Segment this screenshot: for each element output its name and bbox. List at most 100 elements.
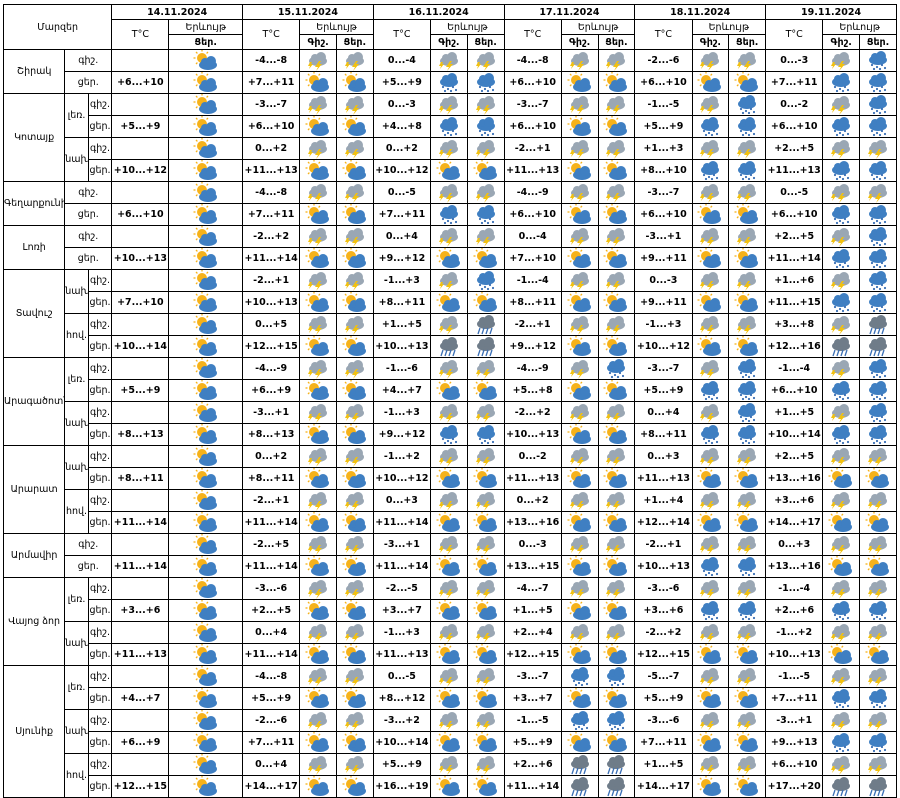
sun-cloud-icon <box>828 512 854 533</box>
time-of-day-label: գիշ. <box>87 137 113 160</box>
phenomenon-night-cell <box>822 269 861 292</box>
sun-cloud-icon <box>697 204 723 225</box>
cloud-snow-icon <box>734 161 760 181</box>
temperature-cell: +1...+4 <box>634 489 693 512</box>
sun-cloud-icon <box>193 116 219 137</box>
phenomenon-day-cell <box>168 621 244 644</box>
temperature-cell: +7...+11 <box>765 71 824 94</box>
phenomenon-day-cell <box>168 665 244 688</box>
cloud-rain-icon <box>603 755 629 775</box>
phenomenon-day-cell <box>728 357 767 380</box>
time-of-day-label: ցեր. <box>87 423 113 446</box>
phenomenon-day-cell <box>466 269 505 292</box>
phenomenon-day-cell <box>859 731 897 754</box>
temperature-cell: -3...-6 <box>242 577 301 600</box>
sun-cloud-icon <box>567 468 593 489</box>
phenomenon-day-cell <box>168 489 244 512</box>
temperature-cell: 0...-4 <box>503 225 562 248</box>
temperature-cell: +11...+14 <box>372 555 432 578</box>
sun-cloud-icon <box>342 336 368 357</box>
temperature-cell: +9...+12 <box>503 335 562 358</box>
temp-header: T°C <box>634 19 693 50</box>
cloud-lightning-icon <box>342 183 368 203</box>
cloud-snow-icon <box>567 667 593 687</box>
cloud-lightning-icon <box>697 623 723 643</box>
sun-cloud-icon <box>603 248 629 269</box>
phenomenon-day-cell <box>597 137 636 160</box>
cloud-snow-icon <box>567 711 593 731</box>
temperature-cell <box>111 533 170 556</box>
phenomenon-night-cell <box>430 313 468 336</box>
temperature-cell: +10...+12 <box>111 159 170 182</box>
phenomenon-night-cell <box>299 93 337 116</box>
phenomenon-day-cell <box>728 555 767 578</box>
phenomenon-day-cell <box>466 137 505 160</box>
cloud-snow-icon <box>828 689 854 709</box>
sun-cloud-icon <box>567 424 593 445</box>
day-header: Ցեր. <box>466 34 505 50</box>
phenomenon-night-cell <box>822 203 861 226</box>
sun-cloud-icon <box>473 380 499 401</box>
sun-cloud-icon <box>436 600 462 621</box>
cloud-lightning-icon <box>865 447 891 467</box>
temperature-cell: -1...-4 <box>765 357 824 380</box>
sun-cloud-icon <box>567 556 593 577</box>
phenomenon-day-cell <box>859 225 897 248</box>
cloud-snow-icon <box>697 557 723 577</box>
terrain-label: լեռ. <box>64 93 89 138</box>
cloud-lightning-icon <box>865 711 891 731</box>
phenomenon-header: Երևույթ <box>691 19 767 35</box>
temperature-cell: +3...+7 <box>503 687 562 710</box>
cloud-snow-icon <box>603 359 629 379</box>
sun-cloud-icon <box>473 776 499 797</box>
sun-cloud-icon <box>193 94 219 115</box>
phenomenon-day-cell <box>597 467 636 490</box>
phenomenon-night-cell <box>560 577 599 600</box>
phenomenon-night-cell <box>299 49 337 72</box>
sun-cloud-icon <box>193 732 219 753</box>
sun-cloud-icon <box>305 644 331 665</box>
phenomenon-day-cell <box>168 357 244 380</box>
temperature-cell: 0...+2 <box>242 137 301 160</box>
temperature-cell: -2...-5 <box>372 577 432 600</box>
phenomenon-day-cell <box>859 269 897 292</box>
date-header: 17.11.2024 <box>503 4 636 20</box>
phenomenon-day-cell <box>466 511 505 534</box>
phenomenon-day-cell <box>466 687 505 710</box>
cloud-lightning-icon <box>828 315 854 335</box>
phenomenon-night-cell <box>299 203 337 226</box>
phenomenon-day-cell <box>466 335 505 358</box>
temperature-cell: +2...+5 <box>765 225 824 248</box>
phenomenon-day-cell <box>859 335 897 358</box>
cloud-snow-icon <box>436 425 462 445</box>
time-of-day-label: գիշ. <box>87 401 113 424</box>
temperature-cell: +5...+9 <box>111 115 170 138</box>
time-of-day-label: ցեր. <box>87 335 113 358</box>
sun-cloud-icon <box>305 468 331 489</box>
region-header: Մարզեր <box>2 4 113 50</box>
sun-cloud-icon <box>865 468 891 489</box>
phenomenon-night-cell <box>430 555 468 578</box>
temperature-cell: +17...+20 <box>765 775 824 798</box>
phenomenon-day-cell <box>859 137 897 160</box>
cloud-lightning-icon <box>473 579 499 599</box>
cloud-snow-icon <box>828 381 854 401</box>
sun-cloud-icon <box>342 380 368 401</box>
phenomenon-night-cell <box>299 401 337 424</box>
phenomenon-day-cell <box>859 621 897 644</box>
phenomenon-day-cell <box>728 269 767 292</box>
phenomenon-day-cell <box>466 357 505 380</box>
cloud-lightning-icon <box>734 51 760 71</box>
time-of-day-label: գիշ. <box>64 533 113 556</box>
time-of-day-label: գիշ. <box>64 225 113 248</box>
temperature-cell: +10...+13 <box>765 643 824 666</box>
phenomenon-day-cell <box>597 115 636 138</box>
temperature-cell: +7...+10 <box>503 247 562 270</box>
phenomenon-day-cell <box>168 71 244 94</box>
sun-cloud-icon <box>342 600 368 621</box>
sun-cloud-icon <box>567 688 593 709</box>
sun-cloud-icon <box>697 468 723 489</box>
temperature-cell: -3...-6 <box>634 709 693 732</box>
phenomenon-day-cell <box>859 181 897 204</box>
cloud-lightning-icon <box>828 271 854 291</box>
